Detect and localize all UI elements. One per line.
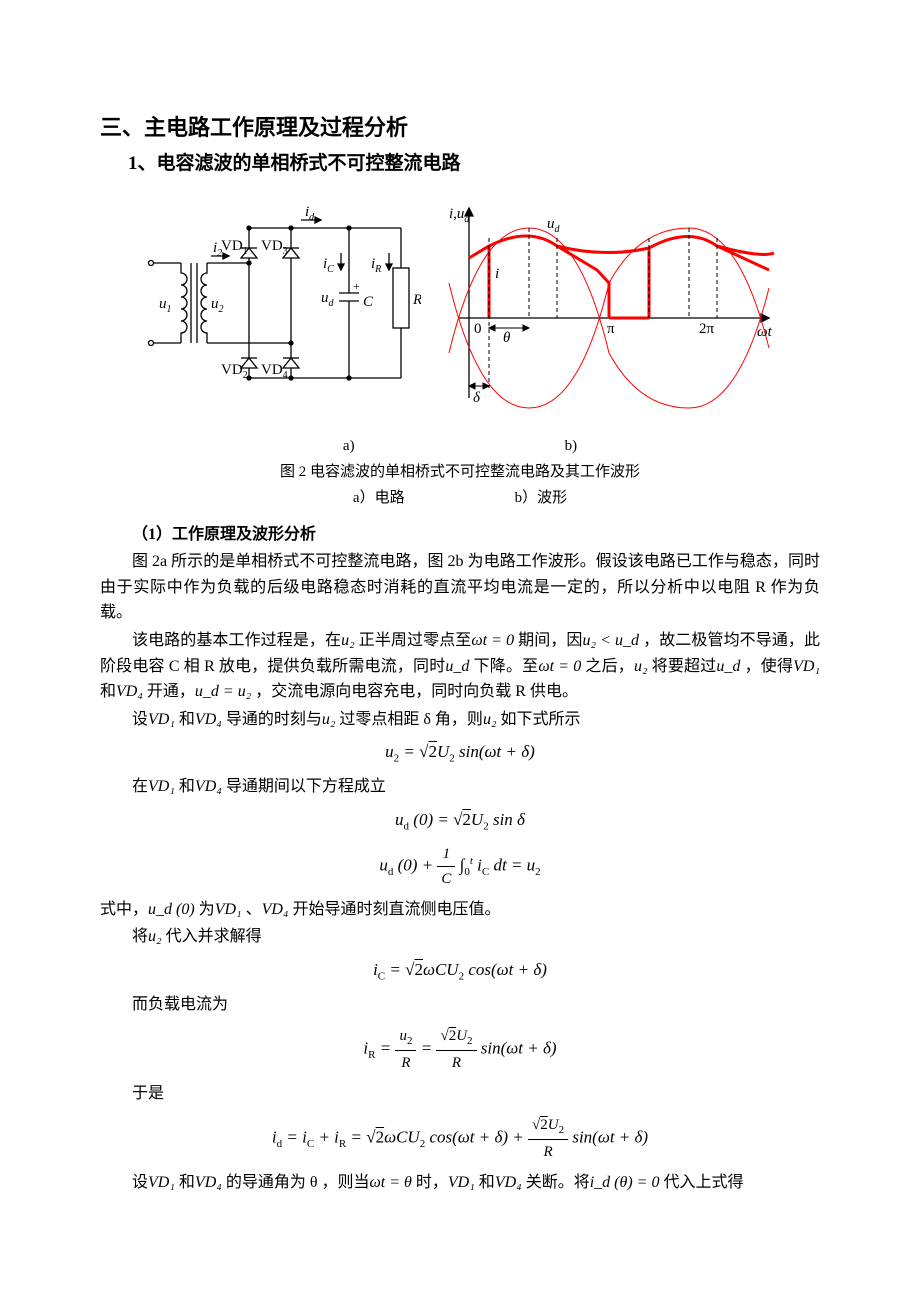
subsection-heading: 1、电容滤波的单相桥式不可控整流电路 xyxy=(100,149,820,179)
svg-text:θ: θ xyxy=(503,330,511,346)
figure-caption: 图 2 电容滤波的单相桥式不可控整流电路及其工作波形 xyxy=(100,460,820,484)
subsub-heading: （1）工作原理及波形分析 xyxy=(100,522,820,548)
svg-text:iC: iC xyxy=(323,256,334,275)
figure-subcaptions: a）电路 b）波形 xyxy=(100,486,820,510)
svg-text:δ: δ xyxy=(473,390,481,406)
paragraph: 将u₂ 代入并求解得 xyxy=(100,924,820,950)
equation-3: ud (0) + 1C ∫0t iC dt = u2 xyxy=(100,842,820,891)
svg-text:VD3: VD3 xyxy=(261,238,288,257)
svg-text:u1: u1 xyxy=(159,296,172,315)
svg-text:ud: ud xyxy=(547,216,561,235)
svg-text:ud: ud xyxy=(321,290,335,309)
label-b: b) xyxy=(565,434,578,458)
paragraph: 设VD₁ 和VD₄ 导通的时刻与u₂ 过零点相距 δ 角，则u₂ 如下式所示 xyxy=(100,707,820,733)
svg-text:i: i xyxy=(495,266,499,282)
sub-b: b）波形 xyxy=(515,486,568,510)
waveform-diagram: i,ud ud i 0 θ π 2π ωt δ xyxy=(439,198,779,428)
svg-text:u2: u2 xyxy=(211,296,224,315)
equation-4: iC = √2ωCU2 cos(ωt + δ) xyxy=(100,956,820,986)
equation-1: u2 = √2U2 sin(ωt + δ) xyxy=(100,738,820,768)
equation-5: iR = u2R = √2U2R sin(ωt + δ) xyxy=(100,1024,820,1076)
circuit-diagram: u1 u2 i2 VD1 VD3 VD2 VD4 id iC iR ud + C… xyxy=(141,198,421,428)
paragraph: 于是 xyxy=(100,1081,820,1107)
sub-a: a）电路 xyxy=(353,486,405,510)
figure-row: u1 u2 i2 VD1 VD3 VD2 VD4 id iC iR ud + C… xyxy=(100,198,820,428)
svg-text:i,ud: i,ud xyxy=(449,206,470,225)
svg-text:ωt: ωt xyxy=(757,324,773,340)
svg-text:C: C xyxy=(363,294,374,310)
section-heading: 三、主电路工作原理及过程分析 xyxy=(100,110,820,145)
label-a: a) xyxy=(343,434,355,458)
svg-text:+: + xyxy=(353,279,360,293)
svg-text:π: π xyxy=(607,321,615,337)
svg-text:R: R xyxy=(412,292,421,308)
paragraph: 式中，u_d (0) 为VD₁ 、VD₄ 开始导通时刻直流侧电压值。 xyxy=(100,897,820,923)
svg-text:2π: 2π xyxy=(699,321,715,337)
equation-6: id = iC + iR = √2ωCU2 cos(ωt + δ) + √2U2… xyxy=(100,1113,820,1165)
equation-2: ud (0) = √2U2 sin δ xyxy=(100,806,820,836)
paragraph: 而负载电流为 xyxy=(100,992,820,1018)
paragraph: 设VD₁ 和VD₄ 的导通角为 θ ，则当ωt = θ 时，VD₁ 和VD₄ 关… xyxy=(100,1170,820,1196)
subfigure-labels: a) b) xyxy=(100,434,820,458)
paragraph: 在VD₁ 和VD₄ 导通期间以下方程成立 xyxy=(100,774,820,800)
svg-text:iR: iR xyxy=(371,256,381,275)
paragraph: 该电路的基本工作过程是，在u₂ 正半周过零点至ωt = 0 期间，因u₂ < u… xyxy=(100,628,820,705)
svg-text:0: 0 xyxy=(474,321,482,337)
paragraph: 图 2a 所示的是单相桥式不可控整流电路，图 2b 为电路工作波形。假设该电路已… xyxy=(100,549,820,626)
